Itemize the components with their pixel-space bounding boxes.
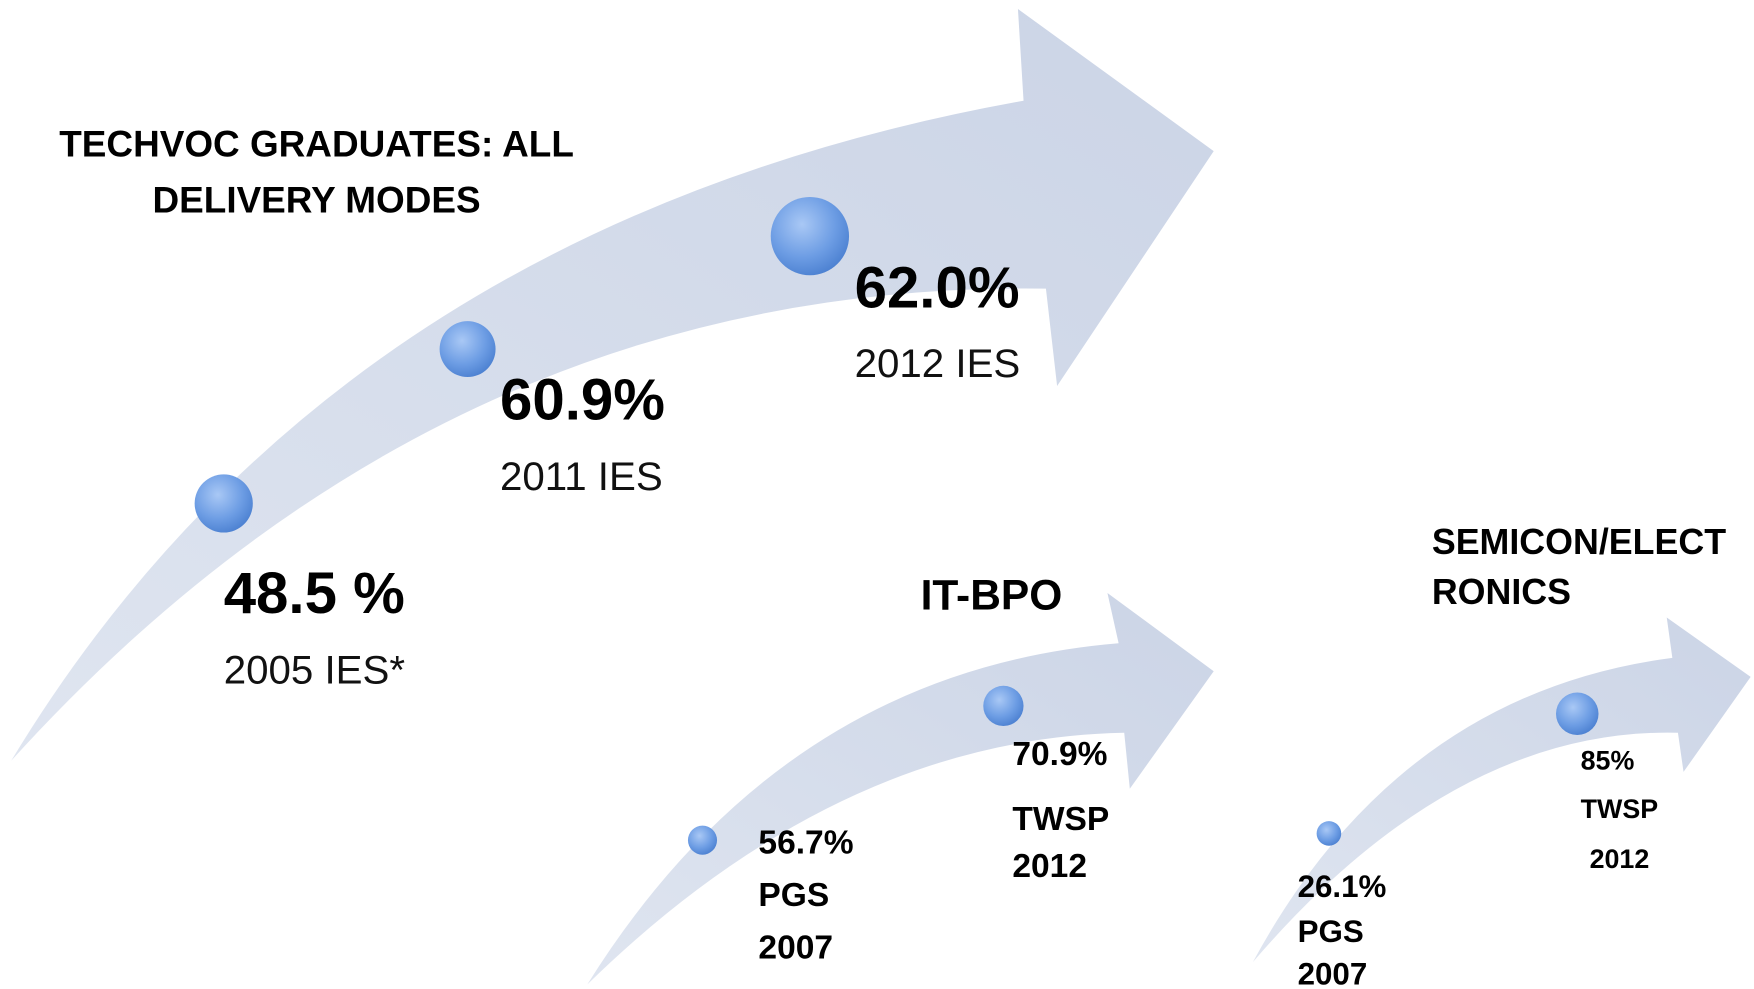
main-arrow bbox=[11, 9, 1214, 761]
dot bbox=[983, 685, 1024, 727]
title: TECHVOC GRADUATES: ALL bbox=[59, 124, 574, 165]
value: 85% bbox=[1581, 746, 1635, 776]
source: 2011 IES bbox=[500, 454, 663, 499]
dot bbox=[439, 321, 496, 378]
label: 2012 bbox=[1012, 848, 1087, 885]
source: 2005 IES* bbox=[224, 648, 406, 693]
semicon-arrow bbox=[1252, 617, 1751, 963]
label: 2007 bbox=[1298, 956, 1368, 989]
source: 2012 IES bbox=[855, 341, 1021, 386]
value: 56.7% bbox=[758, 825, 853, 862]
panel-title: IT-BPO bbox=[921, 573, 1063, 620]
panel-title: RONICS bbox=[1432, 572, 1571, 612]
label: TWSP bbox=[1012, 801, 1109, 838]
value: 62.0% bbox=[855, 256, 1020, 321]
title: DELIVERY MODES bbox=[153, 180, 481, 221]
label: 2007 bbox=[758, 930, 833, 967]
label: PGS bbox=[758, 877, 829, 914]
value: 70.9% bbox=[1012, 736, 1107, 773]
value: 60.9% bbox=[500, 368, 665, 433]
dot bbox=[1316, 821, 1342, 846]
panel-title: SEMICON/ELECT bbox=[1432, 522, 1726, 562]
dot bbox=[194, 474, 253, 533]
dot bbox=[1556, 692, 1599, 736]
value: 26.1% bbox=[1298, 869, 1387, 904]
label: 2012 bbox=[1590, 844, 1650, 874]
dot bbox=[770, 196, 850, 276]
dot bbox=[687, 825, 718, 855]
label: PGS bbox=[1298, 914, 1364, 949]
it-bpo-arrow bbox=[587, 592, 1214, 985]
label: TWSP bbox=[1581, 794, 1659, 824]
value: 48.5 % bbox=[224, 561, 405, 626]
